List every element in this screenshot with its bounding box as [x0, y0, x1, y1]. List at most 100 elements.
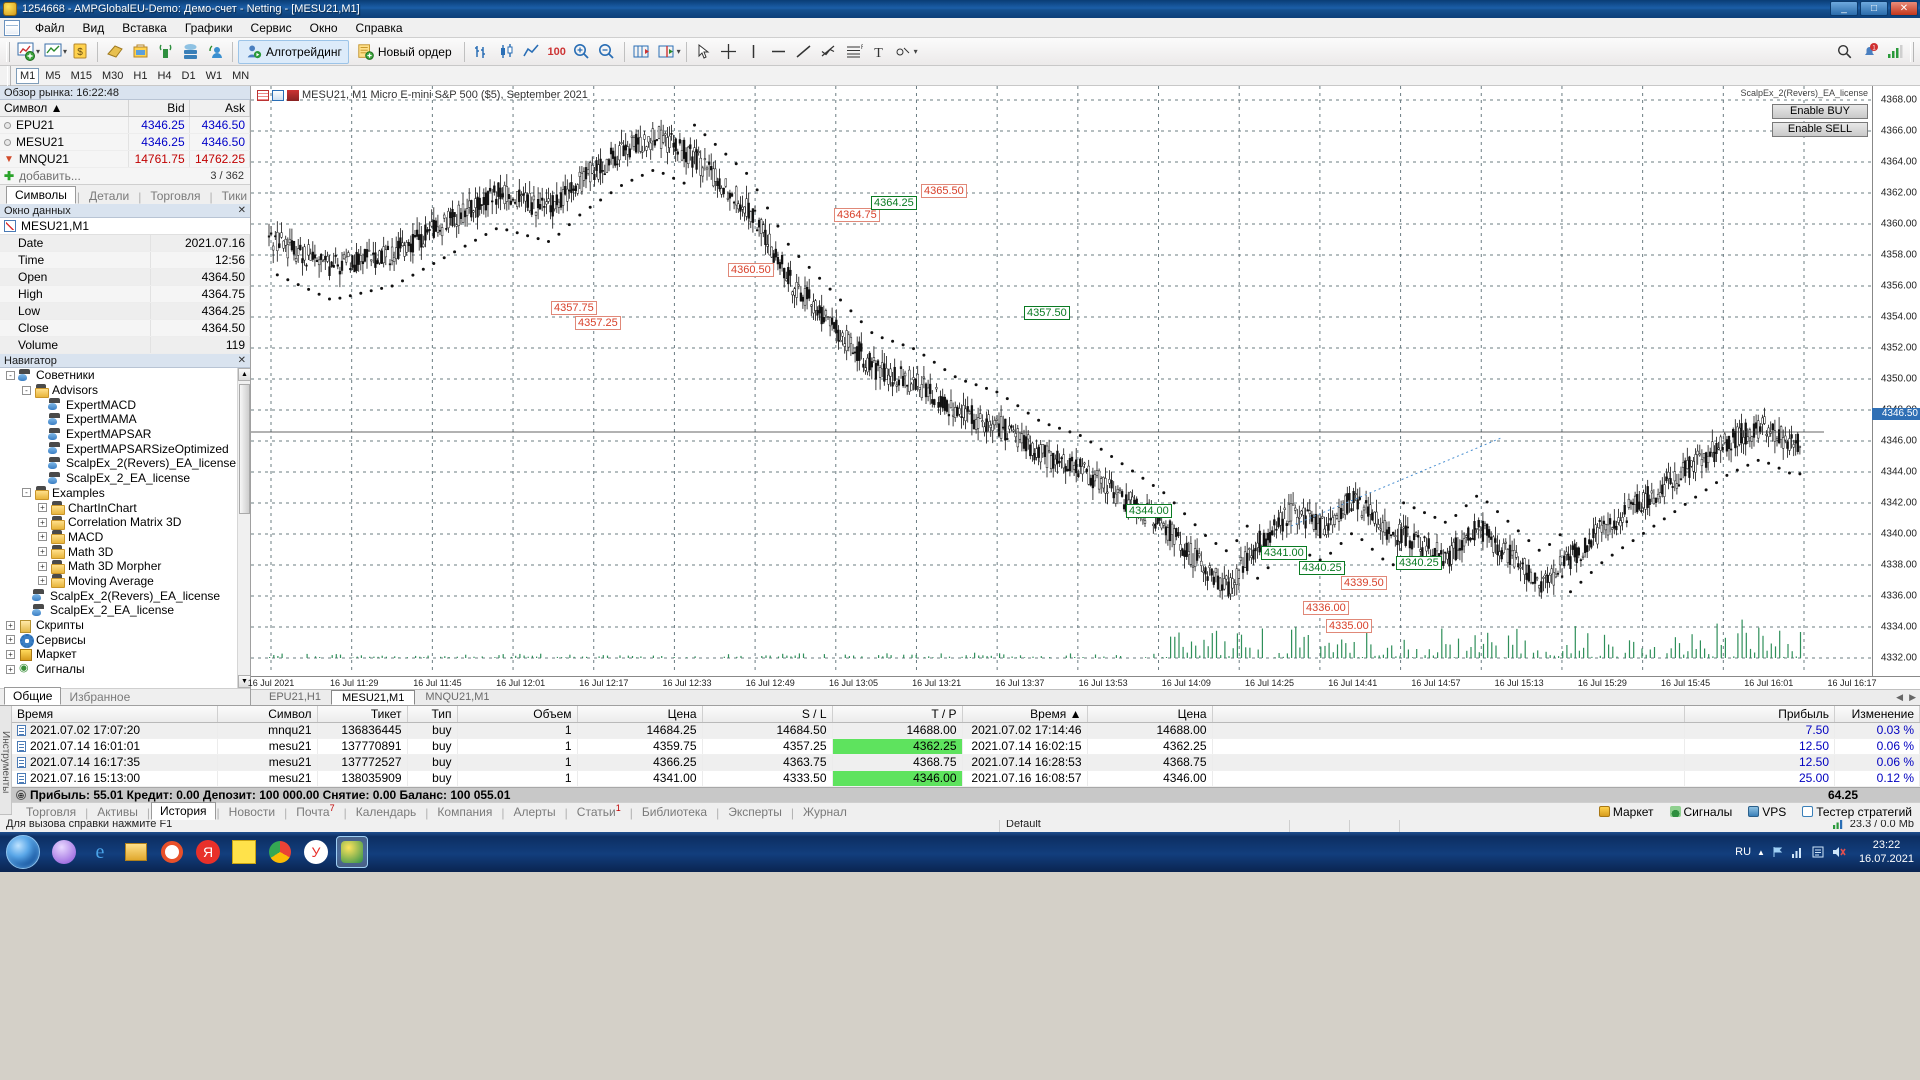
nav-item-scalpex-2-ea-license[interactable]: ScalpEx_2_EA_license	[0, 603, 250, 618]
scroll-left-icon[interactable]: ◀	[1896, 692, 1904, 702]
chart-level-label[interactable]: 4341.00	[1261, 546, 1307, 560]
volume-muted-icon[interactable]	[1831, 845, 1847, 859]
menu-item-help[interactable]: Справка	[355, 20, 403, 35]
trendline-icon[interactable]	[792, 40, 816, 64]
table-row[interactable]: 2021.07.14 16:01:01 mesu21 137770891 buy 1 43…	[12, 738, 1920, 755]
close-button[interactable]: ✕	[1890, 1, 1918, 16]
profiles-dropdown-icon[interactable]: ▾	[63, 47, 68, 56]
tab-calendar[interactable]: Календарь	[355, 804, 417, 819]
col-sl[interactable]: S / L	[702, 706, 833, 723]
tab-mailbox[interactable]: Почта7	[288, 802, 342, 820]
expand-icon[interactable]: ⊕	[16, 789, 26, 800]
cursor-icon[interactable]	[692, 40, 716, 64]
nav-item-expertmacd[interactable]: ExpertMACD	[0, 397, 250, 412]
nav-item-advisors[interactable]: - Advisors	[0, 383, 250, 398]
link-vps[interactable]: VPS	[1748, 805, 1786, 819]
profiles-icon[interactable]	[41, 40, 65, 64]
taskbar-icon-yandex-browser[interactable]: Я	[192, 836, 224, 868]
tab-alerts[interactable]: Алерты	[513, 804, 556, 819]
chart-level-label[interactable]: 4360.50	[728, 263, 774, 277]
data-window-icon[interactable]	[103, 40, 127, 64]
signals-icon[interactable]	[153, 40, 177, 64]
tab-experts[interactable]: Эксперты	[728, 804, 782, 819]
tab-general[interactable]: Общие	[4, 687, 62, 705]
period-m5[interactable]: M5	[45, 69, 61, 82]
chart-tab-epu21-h1[interactable]: EPU21,H1	[269, 691, 321, 703]
period-w1[interactable]: W1	[205, 69, 223, 82]
col-price2[interactable]: Цена	[1087, 706, 1213, 723]
chart-tab-scroller[interactable]: ◀ ▶	[1896, 692, 1916, 703]
chart-level-label[interactable]: 4340.25	[1396, 556, 1442, 570]
navigator-icon[interactable]	[128, 40, 152, 64]
mw-col-bid[interactable]: Bid	[128, 100, 190, 117]
tree-expander-icon[interactable]: +	[38, 561, 47, 571]
auto-scroll-icon[interactable]	[630, 40, 654, 64]
tray-language[interactable]: RU	[1735, 846, 1752, 858]
zoom-out-icon[interactable]	[595, 40, 619, 64]
nav-item-math-3d[interactable]: + Math 3D	[0, 544, 250, 560]
nav-item--[interactable]: + Маркет	[0, 647, 250, 662]
nav-item-macd[interactable]: + MACD	[0, 530, 250, 545]
maximize-button[interactable]: □	[1860, 1, 1888, 16]
navigator-scrollbar[interactable]: ▲ ▼	[237, 368, 250, 688]
menu-item-window[interactable]: Окно	[309, 20, 338, 35]
scrollbar-thumb[interactable]	[239, 384, 250, 514]
table-row[interactable]: 2021.07.16 15:13:00 mesu21 138035909 buy 1 43…	[12, 770, 1920, 787]
horizontal-line-icon[interactable]	[767, 40, 791, 64]
menu-item-file[interactable]: Файл	[35, 20, 65, 35]
col-time2[interactable]: Время ▲	[962, 706, 1088, 723]
network-signal-icon[interactable]	[1791, 845, 1805, 859]
tab-trading[interactable]: Торговля	[150, 189, 201, 203]
tab-company[interactable]: Компания	[437, 804, 493, 819]
mw-col-ask[interactable]: Ask	[189, 100, 251, 117]
chart-level-label[interactable]: 4344.00	[1126, 504, 1172, 518]
window-controls[interactable]: _ □ ✕	[1830, 1, 1918, 16]
bar-count-icon[interactable]: 100	[545, 40, 569, 64]
tab-favorites[interactable]: Избранное	[69, 690, 131, 704]
fibonacci-icon[interactable]: F	[842, 40, 866, 64]
taskbar-icon-internet-explorer[interactable]: e	[95, 840, 105, 863]
taskbar-icon-chrome[interactable]	[264, 836, 296, 868]
tray-expand-icon[interactable]: ▲	[1757, 847, 1765, 857]
nav-item--[interactable]: + Сигналы	[0, 661, 250, 677]
algotrading-button[interactable]: Алготрейдинг	[238, 39, 349, 64]
chart-level-label[interactable]: 4364.75	[834, 208, 880, 222]
chart-tab-mesu21-m1[interactable]: MESU21,M1	[330, 690, 416, 705]
chart-canvas[interactable]: MESU21, M1 Micro E-mini S&P 500 ($5), Se…	[251, 86, 1920, 676]
table-row[interactable]: MESU21 4346.25 4346.50	[0, 133, 251, 151]
nav-item-chartinchart[interactable]: + ChartInChart	[0, 500, 250, 516]
col-tp[interactable]: T / P	[832, 706, 963, 723]
table-row[interactable]: ▼ MNQU21 14761.75 14762.25	[0, 150, 251, 168]
chart-tab-mnqu21-m1[interactable]: MNQU21,M1	[425, 691, 490, 703]
taskbar-icon-media[interactable]	[48, 836, 80, 868]
taskbar-icon-opera[interactable]	[156, 836, 188, 868]
community-icon[interactable]	[203, 40, 227, 64]
col-change[interactable]: Изменение	[1834, 706, 1920, 723]
search-icon[interactable]	[1832, 40, 1856, 64]
close-icon[interactable]: ✕	[237, 355, 246, 366]
tray-icon-flag[interactable]	[1771, 845, 1785, 859]
menu-item-view[interactable]: Вид	[82, 20, 105, 35]
tree-expander-icon[interactable]: +	[6, 620, 15, 630]
period-mn[interactable]: MN	[232, 69, 250, 82]
col-volume[interactable]: Объем	[457, 706, 578, 723]
tree-expander-icon[interactable]: +	[6, 664, 15, 674]
nav-item-scalpex-2-revers-ea-license[interactable]: ScalpEx_2(Revers)_EA_license	[0, 588, 250, 603]
tab-news[interactable]: Новости	[228, 804, 276, 819]
nav-item-scalpex-2-revers-ea-license[interactable]: ScalpEx_2(Revers)_EA_license	[0, 456, 250, 471]
period-m30[interactable]: M30	[101, 69, 124, 82]
taskbar-icon-app-yellow[interactable]	[228, 836, 260, 868]
col-time[interactable]: Время	[12, 706, 218, 723]
nav-item-examples[interactable]: - Examples	[0, 486, 250, 501]
toolbar-grip[interactable]	[6, 41, 10, 62]
taskbar-icon-explorer[interactable]	[120, 836, 152, 868]
new-chart-dropdown-icon[interactable]: ▾	[36, 47, 41, 56]
tab-ticks[interactable]: Тики	[221, 189, 248, 203]
candlestick-chart-icon[interactable]	[495, 40, 519, 64]
objects-dropdown-icon[interactable]: ▾	[913, 47, 918, 56]
table-row[interactable]: EPU21 4346.25 4346.50	[0, 116, 251, 134]
col-symbol[interactable]: Символ	[217, 706, 318, 723]
add-symbol-row[interactable]: ✚ добавить...	[0, 168, 210, 184]
objects-icon[interactable]	[892, 40, 916, 64]
tab-details[interactable]: Детали	[89, 189, 130, 203]
